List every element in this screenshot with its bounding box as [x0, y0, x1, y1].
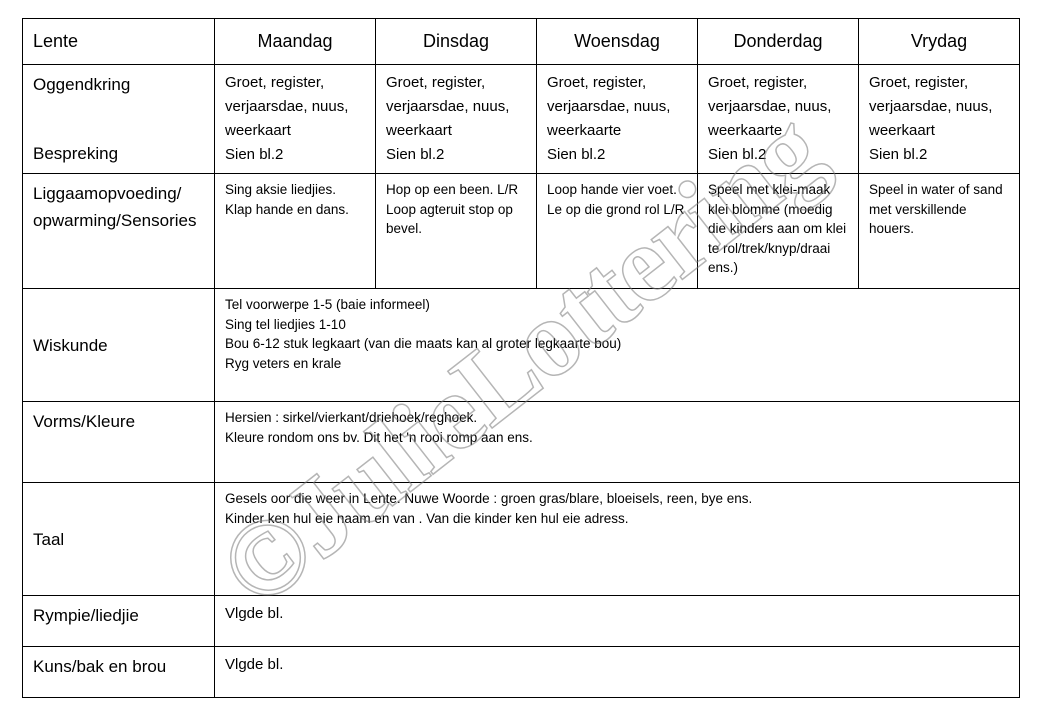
row-kuns: Kuns/bak en brou Vlgde bl.: [23, 647, 1020, 698]
ogg-mon-b: Sien bl.2: [225, 143, 365, 167]
label-ogg-line1: Oggendkring: [33, 71, 204, 98]
row-vorms: Vorms/Kleure Hersien : sirkel/vierkant/d…: [23, 402, 1020, 483]
lesson-plan-page: Lente Maandag Dinsdag Woensdag Donderdag…: [0, 0, 1040, 720]
ogg-fri-b: Sien bl.2: [869, 143, 1009, 167]
header-corner: Lente: [23, 19, 215, 65]
ogg-thu-a: Groet, register, verjaarsdae, nuus, weer…: [708, 71, 848, 143]
header-day-thu: Donderdag: [698, 19, 859, 65]
cell-ogg-mon: Groet, register, verjaarsdae, nuus, weer…: [215, 64, 376, 173]
cell-ogg-tue: Groet, register, verjaarsdae, nuus, weer…: [376, 64, 537, 173]
label-taal: Taal: [23, 483, 215, 596]
ogg-tue-b: Sien bl.2: [386, 143, 526, 167]
header-day-wed: Woensdag: [537, 19, 698, 65]
label-liggaam: Liggaamopvoeding/ opwarming/Sensories: [23, 174, 215, 289]
label-rympie: Rympie/liedjie: [23, 596, 215, 647]
row-taal: Taal Gesels oor die weer in Lente. Nuwe …: [23, 483, 1020, 596]
cell-rympie: Vlgde bl.: [215, 596, 1020, 647]
header-day-tue: Dinsdag: [376, 19, 537, 65]
cell-ligg-fri: Speel in water of sand met verskillende …: [859, 174, 1020, 289]
cell-ogg-thu: Groet, register, verjaarsdae, nuus, weer…: [698, 64, 859, 173]
cell-kuns: Vlgde bl.: [215, 647, 1020, 698]
ogg-thu-b: Sien bl.2: [708, 143, 848, 167]
ogg-tue-a: Groet, register, verjaarsdae, nuus, weer…: [386, 71, 526, 143]
cell-wiskunde: Tel voorwerpe 1-5 (baie informeel) Sing …: [215, 289, 1020, 402]
label-vorms: Vorms/Kleure: [23, 402, 215, 483]
label-ogg-line2: Bespreking: [33, 140, 204, 167]
row-rympie: Rympie/liedjie Vlgde bl.: [23, 596, 1020, 647]
ogg-fri-a: Groet, register, verjaarsdae, nuus, weer…: [869, 71, 1009, 143]
cell-ogg-wed: Groet, register, verjaarsdae, nuus, weer…: [537, 64, 698, 173]
cell-ligg-thu: Speel met klei-maak klei blomme (moedig …: [698, 174, 859, 289]
cell-ligg-wed: Loop hande vier voet. Le op die grond ro…: [537, 174, 698, 289]
label-wiskunde: Wiskunde: [23, 289, 215, 402]
ogg-wed-b: Sien bl.2: [547, 143, 687, 167]
ogg-wed-a: Groet, register, verjaarsdae, nuus, weer…: [547, 71, 687, 143]
label-kuns: Kuns/bak en brou: [23, 647, 215, 698]
row-wiskunde: Wiskunde Tel voorwerpe 1-5 (baie informe…: [23, 289, 1020, 402]
cell-ligg-tue: Hop op een been. L/R Loop agteruit stop …: [376, 174, 537, 289]
header-row: Lente Maandag Dinsdag Woensdag Donderdag…: [23, 19, 1020, 65]
schedule-table: Lente Maandag Dinsdag Woensdag Donderdag…: [22, 18, 1020, 698]
row-liggaam: Liggaamopvoeding/ opwarming/Sensories Si…: [23, 174, 1020, 289]
label-oggendkring: Oggendkring Bespreking: [23, 64, 215, 173]
ogg-mon-a: Groet, register, verjaarsdae, nuus, weer…: [225, 71, 365, 143]
row-oggendkring: Oggendkring Bespreking Groet, register, …: [23, 64, 1020, 173]
cell-ogg-fri: Groet, register, verjaarsdae, nuus, weer…: [859, 64, 1020, 173]
cell-ligg-mon: Sing aksie liedjies. Klap hande en dans.: [215, 174, 376, 289]
cell-vorms: Hersien : sirkel/vierkant/driehoek/regho…: [215, 402, 1020, 483]
header-day-mon: Maandag: [215, 19, 376, 65]
header-day-fri: Vrydag: [859, 19, 1020, 65]
cell-taal: Gesels oor die weer in Lente. Nuwe Woord…: [215, 483, 1020, 596]
